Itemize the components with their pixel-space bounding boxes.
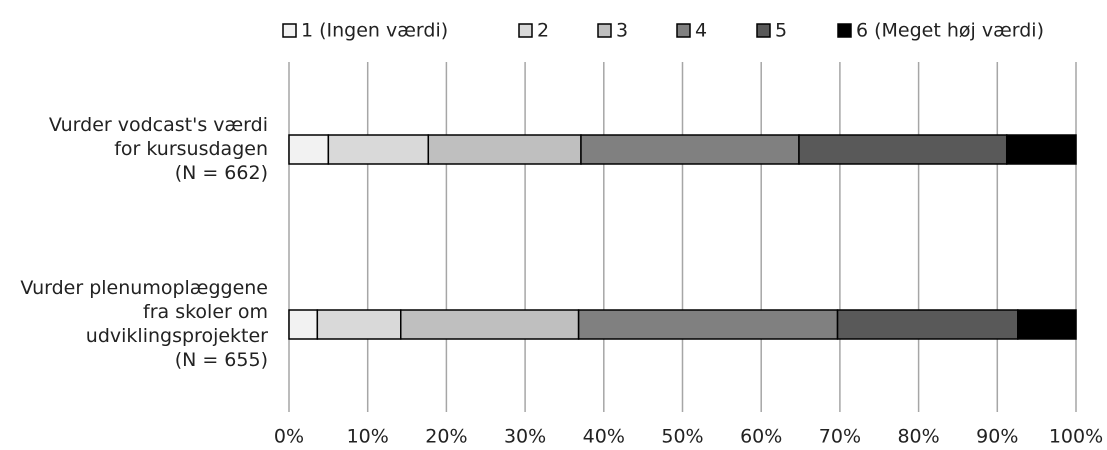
legend-swatch [756,23,771,38]
legend-label: 5 [775,20,787,42]
x-tick-label: 30% [504,426,546,448]
x-tick-label: 90% [976,426,1018,448]
category-label: Vurder plenumoplæggene [20,277,268,299]
legend-swatch [282,23,297,38]
legend-label: 2 [537,20,549,42]
legend-swatch [676,23,691,38]
x-tick-label: 100% [1049,426,1103,448]
bar-segment [400,309,580,340]
bar-segment [798,134,1008,165]
bar-segment [288,309,319,340]
bar-segment [288,134,330,165]
x-tick-label: 50% [661,426,703,448]
category-label: Vurder vodcast's værdi [49,114,268,136]
x-tick-label: 10% [347,426,389,448]
category-label: (N = 655) [175,349,268,371]
bar-segment [577,309,839,340]
category-label: udviklingsprojekter [86,325,268,347]
bar-segment [1005,134,1077,165]
x-tick-label: 40% [583,426,625,448]
legend-label: 3 [616,20,628,42]
x-tick-label: 80% [897,426,939,448]
x-tick-label: 20% [425,426,467,448]
x-tick-label: 0% [274,426,304,448]
x-tick-label: 60% [740,426,782,448]
legend-swatch [597,23,612,38]
legend-swatch [837,23,852,38]
legend-label: 4 [695,20,707,42]
category-label: fra skoler om [143,301,268,323]
bar-segment [580,134,800,165]
bar-segment [427,134,582,165]
legend-label: 1 (Ingen værdi) [301,20,448,42]
category-label: for kursusdagen [114,138,268,160]
bar-segment [1017,309,1077,340]
x-tick-label: 70% [819,426,861,448]
legend-swatch [518,23,533,38]
category-label: (N = 662) [175,162,268,184]
bar-segment [327,134,430,165]
bar-segment [836,309,1019,340]
legend-label: 6 (Meget høj værdi) [856,20,1044,42]
bar-segment [316,309,402,340]
